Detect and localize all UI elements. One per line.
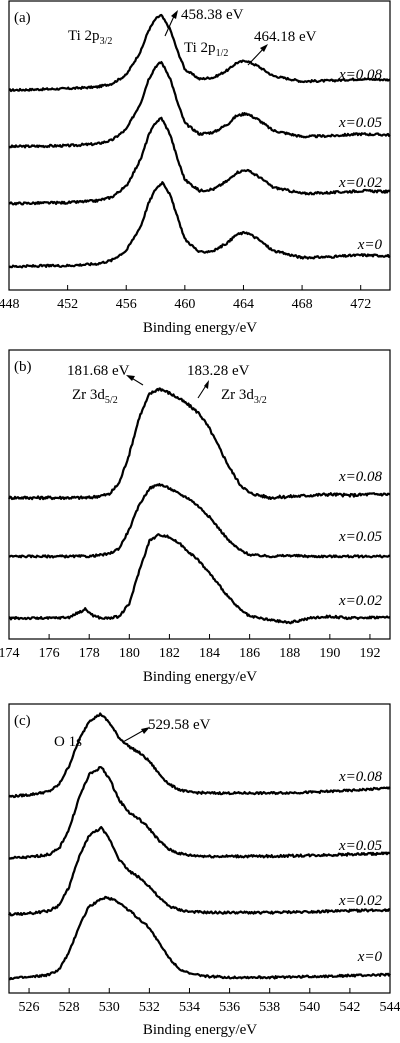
- panel-b-x-tick-label: 186: [239, 646, 260, 661]
- panel-a-x-tick-label: 460: [174, 297, 195, 312]
- panel-c-x-tick-label: 528: [59, 1000, 80, 1015]
- panel-a-label-x008: x=0.08: [338, 67, 383, 83]
- panel-a-x-tick-label: 468: [292, 297, 313, 312]
- panel-b-series-x002: [8, 533, 391, 625]
- panel-a-frame: [8, 0, 391, 291]
- panel-c-x-tick-label: 544: [380, 1000, 400, 1015]
- panel-b-series-x005: [8, 483, 391, 559]
- panel-c-tick-labels: 526 528 530 532 534 536 538 540 542 544: [19, 1000, 400, 1015]
- panel-a-x-tick-label: 456: [116, 297, 137, 312]
- panel-b-tag: (b): [14, 359, 32, 375]
- panel-a-arrowhead-1: [171, 10, 178, 19]
- panel-c-tag: (c): [14, 713, 31, 729]
- panel-b: (b) 174 176 178 180 182 184 186 188 190 192 x=0.0…: [0, 349, 391, 685]
- panel-b-x-tick-label: 176: [39, 646, 60, 661]
- panel-c-o1s-label: O 1s: [54, 734, 82, 750]
- panel-b-x-tick-label: 184: [199, 646, 220, 661]
- panel-c-ticks: [28, 988, 391, 993]
- panel-a-label-x0: x=0: [357, 237, 383, 253]
- panel-b-zr-3d32-label: Zr 3d3/2: [221, 387, 267, 406]
- panel-a-x-axis-title: Binding energy/eV: [143, 320, 257, 336]
- panel-c-x-tick-label: 534: [179, 1000, 200, 1015]
- panel-b-x-tick-label: 178: [79, 646, 100, 661]
- panel-c-arrow: [122, 728, 147, 743]
- panel-a-tick-labels: 448 452 456 460 464 468 472: [0, 297, 371, 312]
- panel-c-series-x0: [8, 895, 391, 981]
- panel-c-label-x0: x=0: [357, 949, 383, 965]
- panel-a-x-tick-label: 464: [233, 297, 254, 312]
- panel-b-label-x008: x=0.08: [338, 469, 383, 485]
- panel-b-peak2-value: 183.28 eV: [187, 363, 250, 379]
- panel-c-series-x008: [8, 712, 391, 799]
- panel-a: (a) 448 452 456 460 464 468 472 x=0.08 x=0.05 …: [0, 0, 391, 336]
- panel-b-label-x002: x=0.02: [338, 593, 383, 609]
- panel-c-curves: [8, 712, 391, 981]
- panel-c-arrowhead: [141, 727, 150, 734]
- panel-a-series-x008: [8, 13, 391, 93]
- panel-b-tick-labels: 174 176 178 180 182 184 186 188 190 192: [0, 646, 380, 661]
- panel-a-curves: [8, 13, 391, 269]
- panel-c-label-x008: x=0.08: [338, 769, 383, 785]
- panel-a-x-tick-label: 472: [350, 297, 371, 312]
- panel-c-series-x005: [8, 766, 391, 860]
- panel-c-x-tick-label: 540: [299, 1000, 320, 1015]
- panel-b-arrowhead-1: [126, 375, 135, 381]
- panel-a-arrow-1: [164, 13, 176, 37]
- panel-c-x-axis-title: Binding energy/eV: [143, 1022, 257, 1038]
- panel-b-label-x005: x=0.05: [338, 529, 383, 545]
- panel-b-zr-3d52-label: Zr 3d5/2: [72, 387, 118, 406]
- panel-b-x-tick-label: 182: [159, 646, 180, 661]
- panel-b-x-tick-label: 190: [319, 646, 340, 661]
- panel-c-label-x002: x=0.02: [338, 893, 383, 909]
- panel-b-x-tick-label: 180: [119, 646, 140, 661]
- panel-c-peak-value: 529.58 eV: [148, 717, 211, 733]
- panel-a-x-tick-label: 452: [57, 297, 78, 312]
- panel-a-arrowhead-2: [260, 44, 268, 52]
- panel-a-ti-2p12-label: Ti 2p1/2: [184, 40, 228, 59]
- panel-a-label-x005: x=0.05: [338, 115, 383, 131]
- panel-b-x-tick-label: 174: [0, 646, 20, 661]
- panel-b-x-axis-title: Binding energy/eV: [143, 669, 257, 685]
- panel-a-label-x002: x=0.02: [338, 175, 383, 191]
- panel-b-ticks: [8, 634, 371, 639]
- panel-c-frame: [8, 703, 391, 994]
- panel-c-x-tick-label: 530: [99, 1000, 120, 1015]
- panel-a-series-x002: [8, 116, 391, 206]
- panel-a-tag: (a): [14, 10, 31, 26]
- panel-a-ti-2p32-label: Ti 2p3/2: [68, 28, 112, 47]
- panel-a-x-tick-label: 448: [0, 297, 20, 312]
- panel-b-arrowhead-2: [204, 380, 209, 389]
- panel-c-x-tick-label: 536: [219, 1000, 240, 1015]
- panel-b-frame: [8, 349, 391, 640]
- panel-c-x-tick-label: 542: [339, 1000, 360, 1015]
- panel-a-series-x005: [8, 61, 391, 149]
- panel-b-peak1-value: 181.68 eV: [67, 363, 130, 379]
- panel-c-x-tick-label: 526: [19, 1000, 40, 1015]
- panel-a-peak1-value: 458.38 eV: [181, 7, 244, 23]
- panel-a-ticks: [8, 285, 362, 290]
- panel-c-label-x005: x=0.05: [338, 838, 383, 854]
- panel-c-x-tick-label: 538: [259, 1000, 280, 1015]
- panel-a-peak2-value: 464.18 eV: [254, 29, 317, 45]
- panel-b-curves: [8, 387, 391, 625]
- panel-b-x-tick-label: 192: [359, 646, 380, 661]
- panel-a-series-x0: [8, 181, 391, 269]
- panel-c-series-x002: [8, 826, 391, 917]
- panel-b-x-tick-label: 188: [279, 646, 300, 661]
- panel-b-series-x008: [8, 387, 391, 501]
- panel-c-x-tick-label: 532: [139, 1000, 160, 1015]
- panel-c: (c) 526 528 530 532 534 536 538 540 542 544 x=0.0…: [8, 703, 400, 1038]
